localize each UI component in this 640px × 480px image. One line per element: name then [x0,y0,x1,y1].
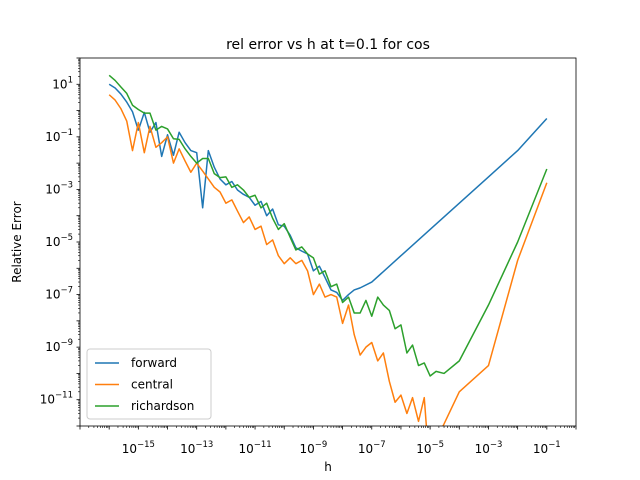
series-line-forward [108,83,548,302]
y-tick-label: 10−5 [45,233,73,249]
legend-label-central: central [131,378,173,392]
y-tick-label: 10−3 [45,180,73,196]
series-layer [108,74,548,426]
y-tick-label: 10−7 [45,286,73,302]
series-line-richardson [108,74,548,377]
x-tick-label: 10−7 [358,440,386,456]
y-tick-label: 10−11 [40,391,73,407]
legend-box [86,348,212,420]
x-tick-label: 10−11 [238,440,271,456]
x-axis: 10−15 10−13 10−11 10−9 10−7 10−5 10−3 10−1 [79,426,577,456]
x-tick-label: 10−13 [180,440,213,456]
x-tick-label: 10−3 [475,440,503,456]
series-line-central [108,94,548,426]
y-tick-label: 10−9 [45,338,73,354]
y-axis: 101 10−1 10−3 10−5 10−7 10−9 10−11 [40,57,80,427]
y-tick-label: 101 [52,75,73,91]
x-tick-label: 10−1 [533,440,561,456]
x-axis-label: h [324,460,332,474]
legend-label-forward: forward [131,356,177,370]
y-tick-label: 10−1 [45,128,73,144]
x-tick-label: 10−5 [416,440,444,456]
legend-label-richardson: richardson [131,399,194,413]
y-axis-label: Relative Error [10,201,24,283]
x-tick-label: 10−9 [300,440,328,456]
x-tick-label: 10−15 [122,440,155,456]
chart-title: rel error vs h at t=0.1 for cos [226,37,430,53]
legend: forward central richardson [86,348,212,420]
